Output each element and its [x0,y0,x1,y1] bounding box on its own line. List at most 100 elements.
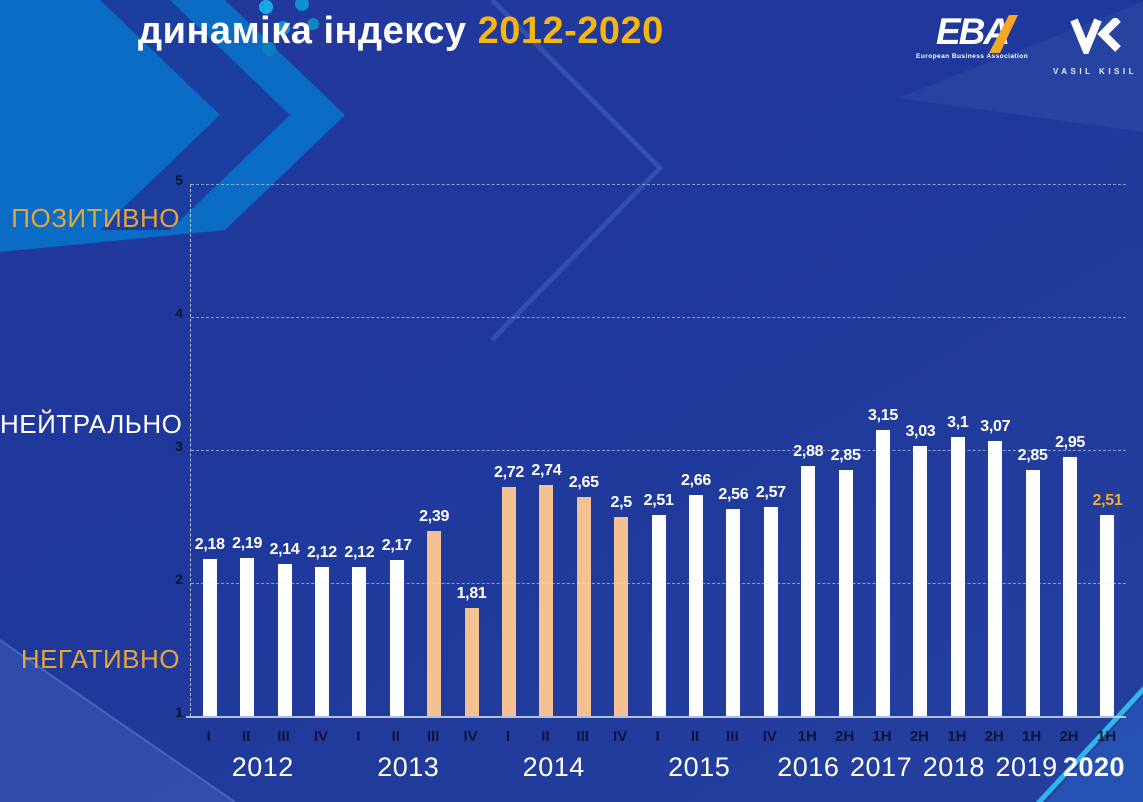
bar-2017-2H [913,446,928,716]
year-label-2017: 2017 [850,752,913,782]
bar-value-label: 2,17 [381,537,412,555]
bar-group-2015-I: 2,51 [640,184,677,716]
y-tick-3: 3 [175,438,183,454]
year-label-2014: 2014 [522,752,585,782]
x-tick-2012-I: I [206,728,211,745]
bar-value-label: 2,14 [269,541,300,559]
bar-value-label: 2,18 [194,536,225,554]
faint-chevron-line [490,0,664,342]
eba-swoosh-icon [989,15,1018,53]
bar-group-2012-I: 2,18 [191,184,228,716]
zone-label-neutral: НЕЙТРАЛЬНО [0,409,183,440]
bar-value-label: 2,39 [419,508,450,526]
gridline-3 [191,450,1126,451]
bar-group-2016-1H: 2,88 [790,184,827,716]
x-tick-2014-III: III [576,728,590,745]
bar-2018-1H [950,436,965,716]
bar-2013-III [427,531,442,716]
bar-value-label: 2,65 [568,473,599,491]
dot-icon [262,42,276,56]
eba-logo: EBA European Business Association [916,13,1029,76]
dot-icon [307,18,319,30]
bar-value-label: 3,1 [947,413,969,431]
bar-2013-II [389,560,404,716]
vasil-kisil-label: VASIL KISIL [1053,67,1137,76]
bar-value-label: 2,85 [830,446,861,464]
year-label-2012: 2012 [231,752,294,782]
x-axis-baseline [186,716,1126,718]
bar-2017-1H [876,430,891,716]
x-tick-2012-II: II [241,728,251,745]
bar-2015-IV [763,507,778,716]
year-label-2019: 2019 [995,752,1058,782]
x-tick-2015-IV: IV [762,728,777,745]
y-tick-1: 1 [175,704,183,720]
y-tick-2: 2 [175,571,183,587]
year-label-2020: 2020 [1062,752,1126,782]
x-tick-2020-1H: 1H [1096,728,1117,745]
bar-value-label: 2,66 [681,472,711,490]
x-tick-2013-II: II [391,728,400,745]
bar-group-2013-III: 2,39 [415,184,452,716]
bar-group-2013-II: 2,17 [378,184,415,716]
x-tick-2016-2H: 2H [835,728,855,745]
zone-label-positive: ПОЗИТИВНО [11,202,180,233]
bottomleft-triangle-shape [0,640,235,802]
bar-2018-2H [988,440,1003,716]
x-tick-2018-2H: 2H [984,728,1004,745]
bar-2015-II [688,495,703,716]
bar-2016-1H [801,465,816,716]
dot-icon [276,21,290,35]
bar-group-2013-I: 2,12 [341,184,378,716]
bottomright-triangle-shape [1046,696,1143,802]
bar-value-label: 2,51 [643,492,674,510]
bar-group-2014-II: 2,74 [528,184,565,716]
title-years-highlight: 2012-2020 [477,10,664,52]
y-tick-5: 5 [175,172,183,188]
year-label-2013: 2013 [377,752,440,782]
vasil-kisil-logo: VASIL KISIL [1052,16,1138,76]
bar-2019-2H [1063,456,1078,716]
bar-group-2015-III: 2,56 [715,184,752,716]
bar-2020-1H [1100,515,1115,716]
title-text: динаміка індексу [138,10,467,52]
bar-value-label: 2,72 [493,464,524,482]
gridline-5 [191,184,1126,185]
bar-group-2020-1H: 2,51 [1089,184,1126,716]
bar-value-label: 2,56 [718,485,749,503]
bar-group-2014-IV: 2,5 [602,184,639,716]
bar-group-2019-2H: 2,95 [1051,184,1088,716]
eba-logo-subtitle: European Business Association [916,53,1029,60]
bar-2014-III [576,496,591,716]
bar-value-label: 2,12 [344,544,375,562]
bar-2014-IV [614,516,629,716]
bar-2012-IV [314,567,329,716]
bar-2012-II [240,557,255,716]
bar-2013-I [352,567,367,716]
bar-value-label: 2,19 [232,534,263,552]
x-tick-2019-2H: 2H [1059,728,1079,745]
bar-2016-2H [838,469,853,716]
bar-value-label: 2,51 [1092,492,1123,510]
plot-area: 2,18 2,19 2,14 2,12 2,12 2,17 2,39 1,81 2,72 2,74… [175,172,1126,720]
bottomleft-edge-line [0,639,236,802]
x-axis-year-row: 2012 2013 2014 2015 2016 2017 2018 2019 2020 [190,752,1125,783]
bar-value-label: 3,03 [905,423,936,441]
bar-group-2018-2H: 3,07 [977,184,1014,716]
bar-2012-III [277,564,292,716]
x-tick-2014-IV: IV [613,728,628,745]
year-label-2018: 2018 [922,752,985,782]
bar-group-2017-1H: 3,15 [864,184,901,716]
x-tick-2012-IV: IV [313,728,329,745]
gridline-4 [191,317,1126,318]
bar-2019-1H [1025,469,1040,716]
bar-group-2015-IV: 2,57 [752,184,789,716]
bar-2014-I [501,487,516,716]
bar-group-2019-1H: 2,85 [1014,184,1051,716]
bars-layer: 2,18 2,19 2,14 2,12 2,12 2,17 2,39 1,81 2,72 2,74… [191,184,1126,716]
bar-2013-IV [464,608,479,716]
cyan-diagonal-line [1035,686,1143,802]
x-tick-2017-1H: 1H [872,728,892,745]
bar-2012-I [202,559,217,716]
